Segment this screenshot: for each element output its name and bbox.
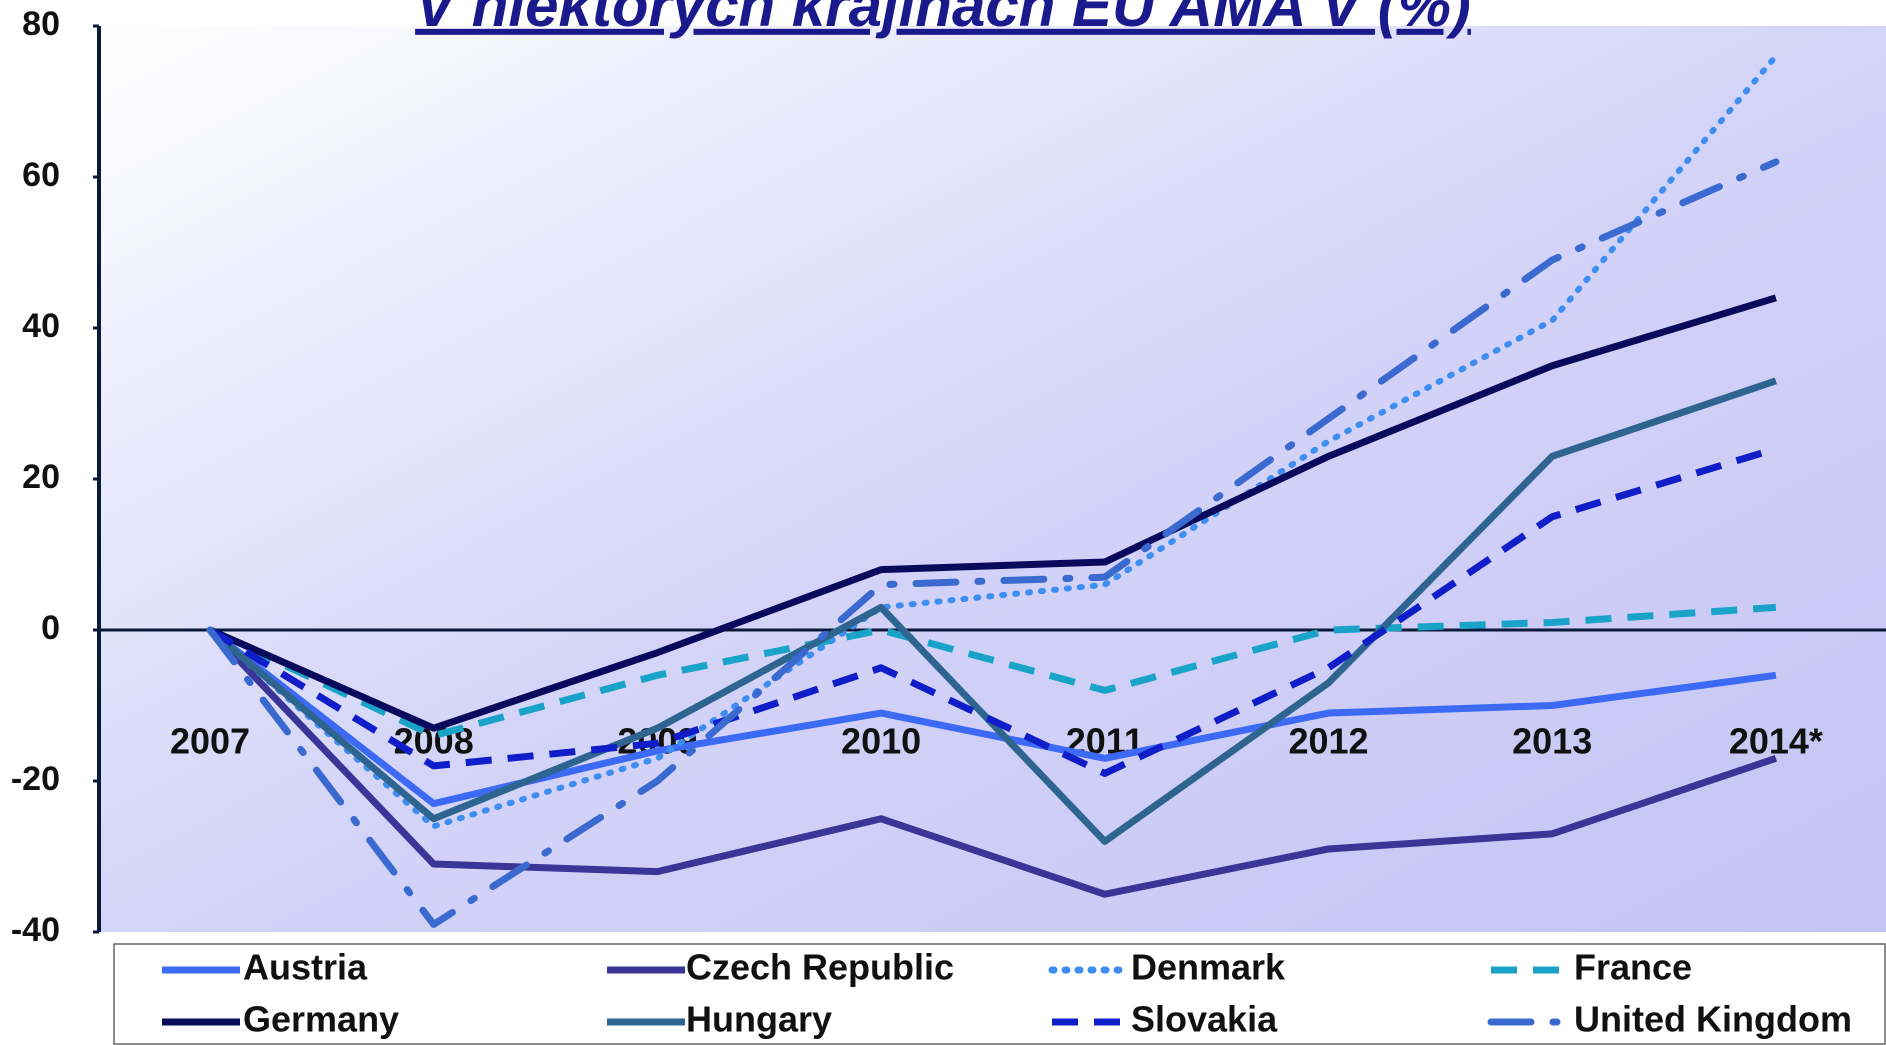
y-tick-label: 60 [22, 156, 60, 194]
series-line [207, 627, 1778, 898]
legend-label: Germany [243, 999, 399, 1040]
y-tick-label: -20 [11, 760, 60, 798]
series-line [207, 627, 1777, 808]
legend-label: Czech Republic [686, 947, 954, 988]
legend-label: Hungary [686, 999, 832, 1040]
x-tick-label: 2014* [1729, 721, 1823, 762]
y-tick-label: -40 [11, 911, 60, 949]
series-line [207, 53, 1779, 830]
legend-label: Slovakia [1131, 999, 1278, 1040]
series-line [208, 445, 1777, 777]
chart-title: V niektorých krajinách EÚ AMA V (%) [415, 0, 1471, 39]
series-line [206, 158, 1780, 928]
legend-label: France [1574, 947, 1692, 988]
y-tick-label: 40 [22, 307, 60, 345]
y-tick-label: 80 [22, 5, 60, 43]
x-tick-label: 2010 [841, 721, 921, 762]
x-tick-label: 2012 [1288, 721, 1368, 762]
y-tick-label: 0 [41, 609, 60, 647]
series-line [208, 294, 1777, 732]
x-tick-label: 2013 [1512, 721, 1592, 762]
y-tick-label: 20 [22, 458, 60, 496]
x-tick-label: 2007 [170, 721, 250, 762]
series-line [208, 603, 1777, 740]
legend [113, 943, 1886, 1045]
legend-label: Denmark [1131, 947, 1286, 988]
legend-label: Austria [243, 947, 368, 988]
plot-area [99, 26, 1886, 932]
legend-label: United Kingdom [1574, 999, 1852, 1040]
